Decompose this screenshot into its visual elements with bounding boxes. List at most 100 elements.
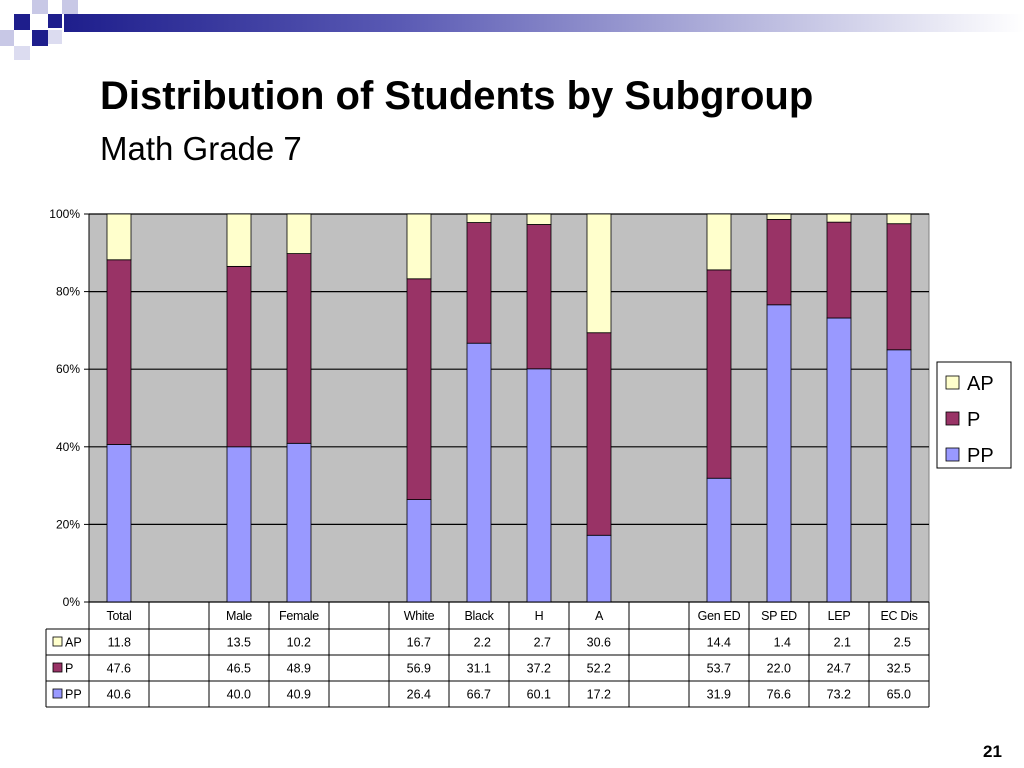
y-tick-label: 0% [63, 595, 81, 609]
bar-pp [766, 304, 792, 603]
data-label: 40.9 [287, 688, 311, 702]
slide-subtitle: Math Grade 7 [100, 130, 302, 167]
bar-pp [826, 317, 852, 603]
data-label: 46.5 [227, 662, 251, 676]
bar-p [526, 224, 552, 370]
table-row-label: PP [65, 688, 82, 702]
bar-ap [526, 213, 552, 225]
data-label: 53.7 [707, 662, 731, 676]
bar-p [226, 265, 252, 448]
data-label: 52.2 [587, 662, 611, 676]
corner-decoration [0, 0, 78, 60]
data-label: 40.0 [227, 688, 251, 702]
category-label: White [404, 609, 435, 623]
data-label: 2.2 [474, 636, 491, 650]
category-label: H [535, 609, 544, 623]
table-legend-key-ap [52, 636, 63, 647]
category-label: Total [107, 609, 132, 623]
data-label: 1.4 [774, 636, 791, 650]
legend-label: P [967, 409, 980, 431]
bar-ap [466, 213, 492, 223]
data-label: 13.5 [227, 636, 251, 650]
deco-square [32, 0, 48, 14]
bar-pp [106, 444, 132, 603]
category-label: Black [464, 609, 494, 623]
data-label: 16.7 [407, 636, 431, 650]
legend-swatch-p [945, 411, 960, 426]
bar-pp [226, 446, 252, 603]
category-label: SP ED [761, 609, 797, 623]
data-label: 32.5 [887, 662, 911, 676]
bar-p [586, 332, 612, 536]
data-label: 76.6 [767, 688, 791, 702]
data-label: 31.9 [707, 688, 731, 702]
deco-square [48, 14, 62, 28]
data-label: 65.0 [887, 688, 911, 702]
bar-ap [226, 213, 252, 267]
data-label: 2.5 [894, 636, 911, 650]
data-label: 73.2 [827, 688, 851, 702]
bar-pp [586, 534, 612, 603]
bar-ap [106, 213, 132, 261]
plot-area [88, 213, 930, 603]
legend-label: AP [967, 373, 994, 395]
y-tick-label: 20% [56, 517, 80, 531]
bar-ap [706, 213, 732, 271]
bar-pp [706, 477, 732, 603]
data-label: 56.9 [407, 662, 431, 676]
data-label: 48.9 [287, 662, 311, 676]
category-label: Male [226, 609, 252, 623]
data-label: 22.0 [767, 662, 791, 676]
bar-ap [406, 213, 432, 280]
category-label: Gen ED [698, 609, 741, 623]
bar-ap [586, 213, 612, 334]
legend-label: PP [967, 445, 994, 467]
bar-p [886, 223, 912, 351]
table-legend-key-pp [52, 688, 63, 699]
table-row-label: P [65, 662, 73, 676]
page-number: 21 [983, 742, 1002, 761]
bar-ap [766, 213, 792, 220]
deco-square [14, 14, 30, 30]
deco-square [32, 30, 48, 46]
category-label: EC Dis [880, 609, 917, 623]
bar-pp [526, 368, 552, 603]
data-label: 40.6 [107, 688, 131, 702]
bar-p [286, 253, 312, 444]
data-label: 60.1 [527, 688, 551, 702]
legend-swatch-pp [945, 447, 960, 462]
data-label: 26.4 [407, 688, 431, 702]
data-label: 10.2 [287, 636, 311, 650]
bar-p [466, 222, 492, 344]
table-row-label: AP [65, 636, 82, 650]
deco-square [62, 0, 78, 14]
bar-p [766, 219, 792, 306]
data-label: 14.4 [707, 636, 731, 650]
bar-pp [886, 349, 912, 603]
category-label: LEP [828, 609, 851, 623]
y-tick-label: 60% [56, 362, 80, 376]
category-label: A [595, 609, 604, 623]
slide-title: Distribution of Students by Subgroup [100, 74, 814, 118]
data-label: 47.6 [107, 662, 131, 676]
bar-pp [406, 499, 432, 603]
bar-pp [286, 442, 312, 603]
bar-p [106, 259, 132, 445]
deco-square [0, 30, 14, 46]
y-tick-label: 40% [56, 440, 80, 454]
bar-p [826, 221, 852, 319]
bar-ap [826, 213, 852, 223]
category-label: Female [279, 609, 319, 623]
bar-pp [466, 342, 492, 603]
data-label: 24.7 [827, 662, 851, 676]
bar-ap [286, 213, 312, 254]
data-label: 2.1 [834, 636, 851, 650]
data-label: 37.2 [527, 662, 551, 676]
bar-p [706, 269, 732, 479]
deco-square [48, 30, 62, 44]
table-legend-key-p [52, 662, 63, 673]
deco-square [14, 46, 30, 60]
bar-ap [886, 213, 912, 225]
data-label: 31.1 [467, 662, 491, 676]
